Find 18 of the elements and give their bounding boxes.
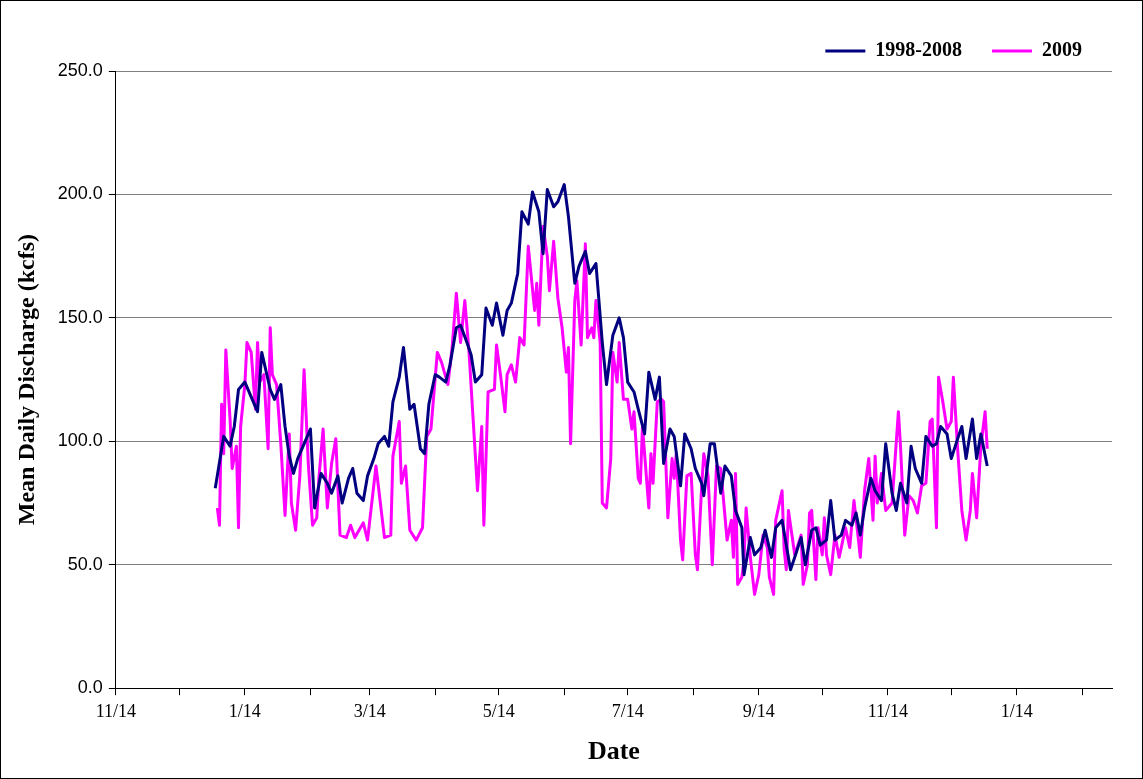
x-tick-label: 11/14 (95, 700, 137, 721)
y-tick-label: 150.0 (57, 306, 103, 327)
y-tick-label: 0.0 (77, 677, 103, 698)
x-axis-title: Date (587, 736, 640, 766)
x-tick-label: 1/14 (1000, 700, 1033, 721)
legend-label: 2009 (1042, 38, 1082, 61)
y-tick-label: 100.0 (57, 430, 103, 451)
x-tick-label: 11/14 (867, 700, 908, 721)
x-tick-label: 5/14 (482, 700, 515, 721)
y-axis-title: Mean Daily Discharge (kcfs) (12, 233, 39, 526)
y-tick-label: 250.0 (57, 59, 103, 80)
legend-label: 1998-2008 (875, 38, 963, 61)
x-tick-label: 3/14 (353, 700, 386, 721)
y-tick-label: 50.0 (67, 553, 103, 574)
y-tick-label: 200.0 (57, 183, 103, 204)
x-tick-label: 9/14 (742, 700, 775, 721)
x-tick-label: 7/14 (611, 700, 644, 721)
x-tick-label: 1/14 (228, 700, 261, 721)
